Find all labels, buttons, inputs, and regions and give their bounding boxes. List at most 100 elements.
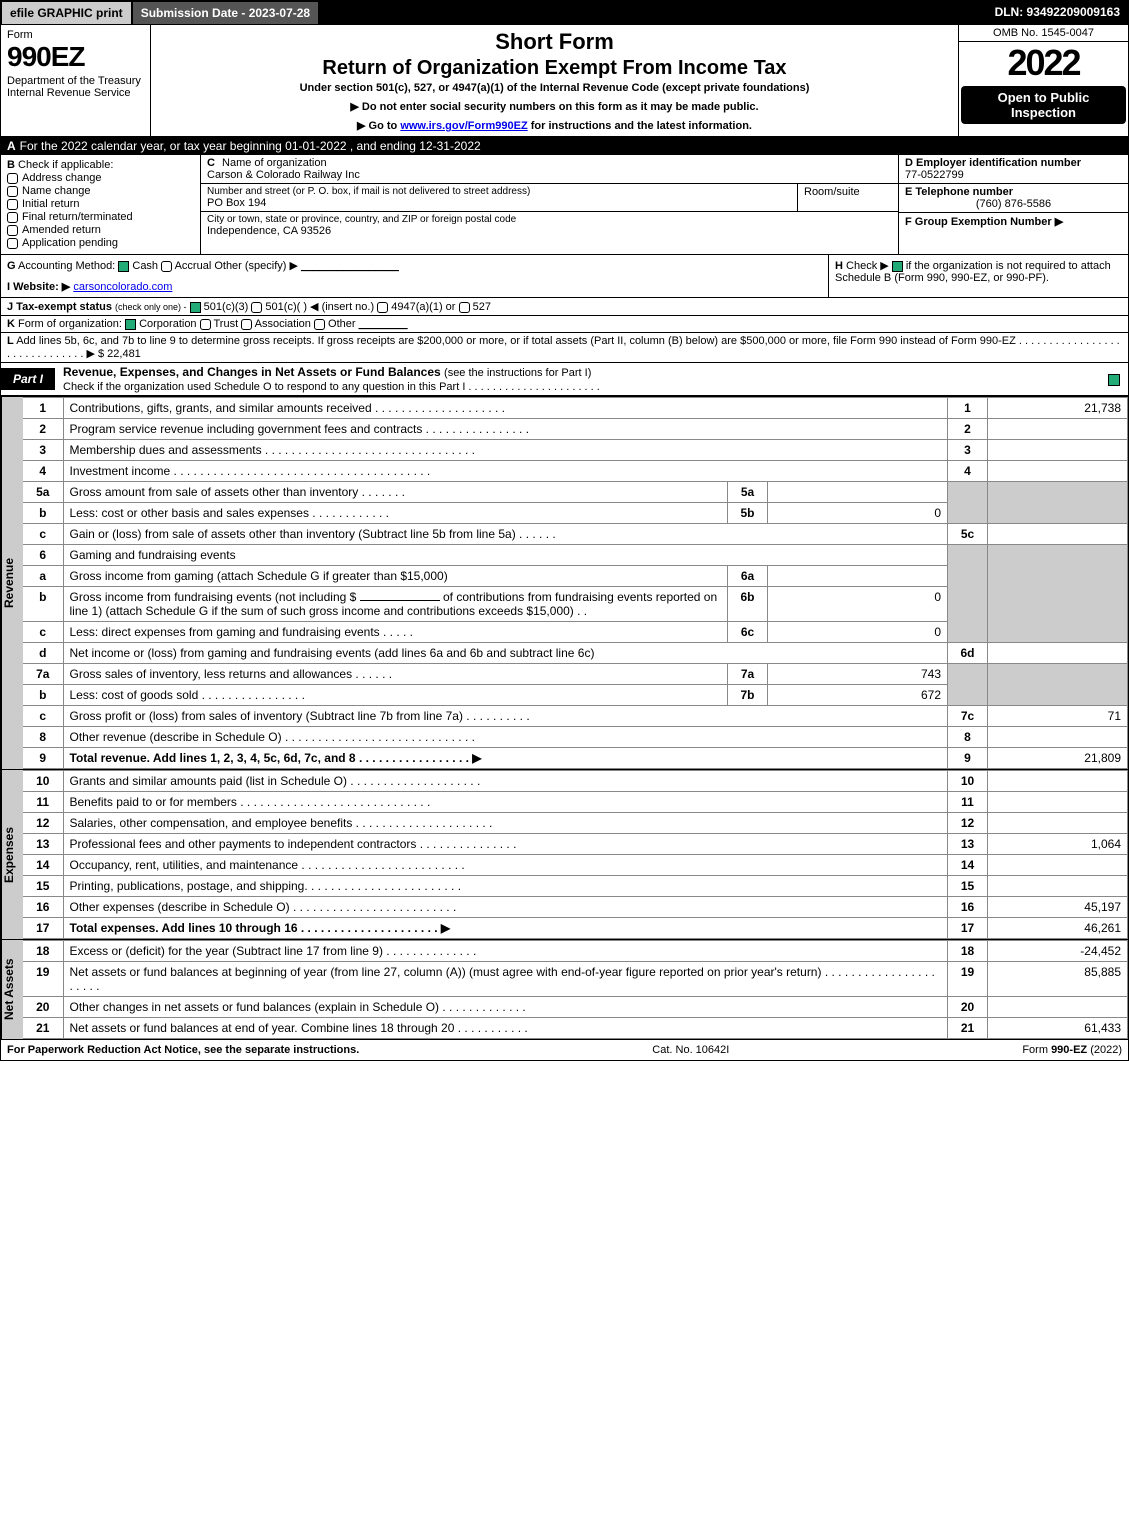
col-c: C Name of organization Carson & Colorado…: [201, 155, 898, 254]
line-16: 16Other expenses (describe in Schedule O…: [23, 897, 1128, 918]
header-right: OMB No. 1545-0047 2022 Open to Public In…: [958, 25, 1128, 136]
section-expenses: Expenses 10Grants and similar amounts pa…: [1, 769, 1128, 939]
insert-no: ◀ (insert no.): [310, 301, 374, 313]
chk-cash[interactable]: [118, 261, 129, 272]
l-text: Add lines 5b, 6c, and 7b to line 9 to de…: [7, 335, 1120, 360]
checkbox-icon: [7, 199, 18, 210]
assoc: Association: [255, 318, 311, 330]
label-i: I Website: ▶: [7, 281, 70, 293]
label-e: E Telephone number: [905, 186, 1122, 198]
other-org: Other: [328, 318, 356, 330]
other-blank: ________________: [301, 260, 399, 272]
part1-sub: (see the instructions for Part I): [444, 367, 591, 379]
line-18: 18Excess or (deficit) for the year (Subt…: [23, 941, 1128, 962]
section-net-assets: Net Assets 18Excess or (deficit) for the…: [1, 939, 1128, 1039]
line-9: 9Total revenue. Add lines 1, 2, 3, 4, 5c…: [23, 748, 1128, 769]
row-e: E Telephone number (760) 876-5586: [899, 184, 1128, 213]
4947a1: 4947(a)(1) or: [391, 301, 455, 313]
line-3: 3Membership dues and assessments . . . .…: [23, 440, 1128, 461]
expenses-side-label: Expenses: [1, 770, 23, 939]
checkbox-icon: [7, 186, 18, 197]
subtitle-under: Under section 501(c), 527, or 4947(a)(1)…: [159, 82, 950, 94]
revenue-side-label: Revenue: [1, 397, 23, 769]
chk-name-change[interactable]: Name change: [7, 185, 194, 197]
chk-501c3[interactable]: [190, 302, 201, 313]
j-sub: (check only one) -: [115, 302, 187, 312]
goto-post: for instructions and the latest informat…: [528, 120, 752, 132]
footer-right: Form 990-EZ (2022): [1022, 1044, 1122, 1056]
chk-final-return[interactable]: Final return/terminated: [7, 211, 194, 223]
street-val: PO Box 194: [207, 197, 791, 209]
chk-527[interactable]: [459, 302, 470, 313]
footer-mid: Cat. No. 10642I: [652, 1044, 729, 1056]
open-to-public: Open to Public Inspection: [961, 86, 1126, 124]
efile-print-button[interactable]: efile GRAPHIC print: [1, 1, 132, 25]
label-l: L: [7, 335, 14, 347]
chk-501c[interactable]: [251, 302, 262, 313]
line-6d: dNet income or (loss) from gaming and fu…: [23, 643, 1128, 664]
row-l: L Add lines 5b, 6c, and 7b to line 9 to …: [1, 333, 1128, 363]
part1-title: Revenue, Expenses, and Changes in Net As…: [55, 363, 1108, 395]
phone: (760) 876-5586: [905, 198, 1122, 210]
street-lbl: Number and street (or P. O. box, if mail…: [207, 186, 791, 197]
label-h: H: [835, 260, 843, 272]
chk-other-org[interactable]: [314, 319, 325, 330]
chk-amended-return[interactable]: Amended return: [7, 224, 194, 236]
label-b: B: [7, 159, 15, 171]
line-7a: 7aGross sales of inventory, less returns…: [23, 664, 1128, 685]
org-name: Carson & Colorado Railway Inc: [207, 169, 892, 181]
line-15: 15Printing, publications, postage, and s…: [23, 876, 1128, 897]
col-b: B Check if applicable: Address change Na…: [1, 155, 201, 254]
department: Department of the Treasury Internal Reve…: [7, 75, 144, 99]
line-11: 11Benefits paid to or for members . . . …: [23, 792, 1128, 813]
c-street: Number and street (or P. O. box, if mail…: [201, 184, 898, 212]
chk-address-change[interactable]: Address change: [7, 172, 194, 184]
accrual-lbl: Accrual: [175, 260, 212, 272]
line-21: 21Net assets or fund balances at end of …: [23, 1018, 1128, 1039]
other-blank: ________: [359, 318, 408, 330]
line-14: 14Occupancy, rent, utilities, and mainte…: [23, 855, 1128, 876]
note-donot: ▶ Do not enter social security numbers o…: [159, 100, 950, 113]
chk-trust[interactable]: [200, 319, 211, 330]
row-h: H Check ▶ if the organization is not req…: [828, 255, 1128, 297]
form-number: 990EZ: [7, 41, 144, 73]
name-lbl: Name of organization: [222, 157, 327, 169]
line-6: 6Gaming and fundraising events: [23, 545, 1128, 566]
top-bar: efile GRAPHIC print Submission Date - 20…: [1, 1, 1128, 25]
row-a-text: For the 2022 calendar year, or tax year …: [20, 139, 481, 153]
line-19: 19Net assets or fund balances at beginni…: [23, 962, 1128, 997]
irs-link[interactable]: www.irs.gov/Form990EZ: [400, 120, 527, 132]
other-lbl: Other (specify) ▶: [214, 260, 298, 272]
chk-initial-return[interactable]: Initial return: [7, 198, 194, 210]
room-suite: Room/suite: [798, 184, 898, 211]
chk-h[interactable]: [892, 261, 903, 272]
section-revenue: Revenue 1Contributions, gifts, grants, a…: [1, 396, 1128, 769]
line-4: 4Investment income . . . . . . . . . . .…: [23, 461, 1128, 482]
revenue-table: 1Contributions, gifts, grants, and simil…: [23, 397, 1128, 769]
row-a: A For the 2022 calendar year, or tax yea…: [1, 137, 1128, 155]
chk-assoc[interactable]: [241, 319, 252, 330]
label-j: J Tax-exempt status: [7, 301, 112, 313]
schedule-o-check[interactable]: [1108, 372, 1128, 386]
label-a: A: [7, 139, 16, 153]
row-j: J Tax-exempt status (check only one) - 5…: [1, 298, 1128, 316]
footer: For Paperwork Reduction Act Notice, see …: [1, 1039, 1128, 1060]
line-13: 13Professional fees and other payments t…: [23, 834, 1128, 855]
cash-lbl: Cash: [132, 260, 158, 272]
dln: DLN: 93492209009163: [987, 1, 1128, 25]
header-center: Short Form Return of Organization Exempt…: [151, 25, 958, 136]
c-name: C Name of organization Carson & Colorado…: [201, 155, 898, 184]
chk-4947[interactable]: [377, 302, 388, 313]
line-20: 20Other changes in net assets or fund ba…: [23, 997, 1128, 1018]
check-if-applicable: Check if applicable:: [18, 159, 113, 171]
line-10: 10Grants and similar amounts paid (list …: [23, 771, 1128, 792]
line-5a: 5aGross amount from sale of assets other…: [23, 482, 1128, 503]
501c3: 501(c)(3): [204, 301, 249, 313]
chk-corp[interactable]: [125, 319, 136, 330]
label-f: F Group Exemption Number ▶: [905, 216, 1063, 228]
website-link[interactable]: carsoncolorado.com: [73, 281, 172, 293]
footer-left: For Paperwork Reduction Act Notice, see …: [7, 1044, 359, 1056]
header-row: Form 990EZ Department of the Treasury In…: [1, 25, 1128, 137]
chk-application-pending[interactable]: Application pending: [7, 237, 194, 249]
chk-accrual[interactable]: [161, 261, 172, 272]
